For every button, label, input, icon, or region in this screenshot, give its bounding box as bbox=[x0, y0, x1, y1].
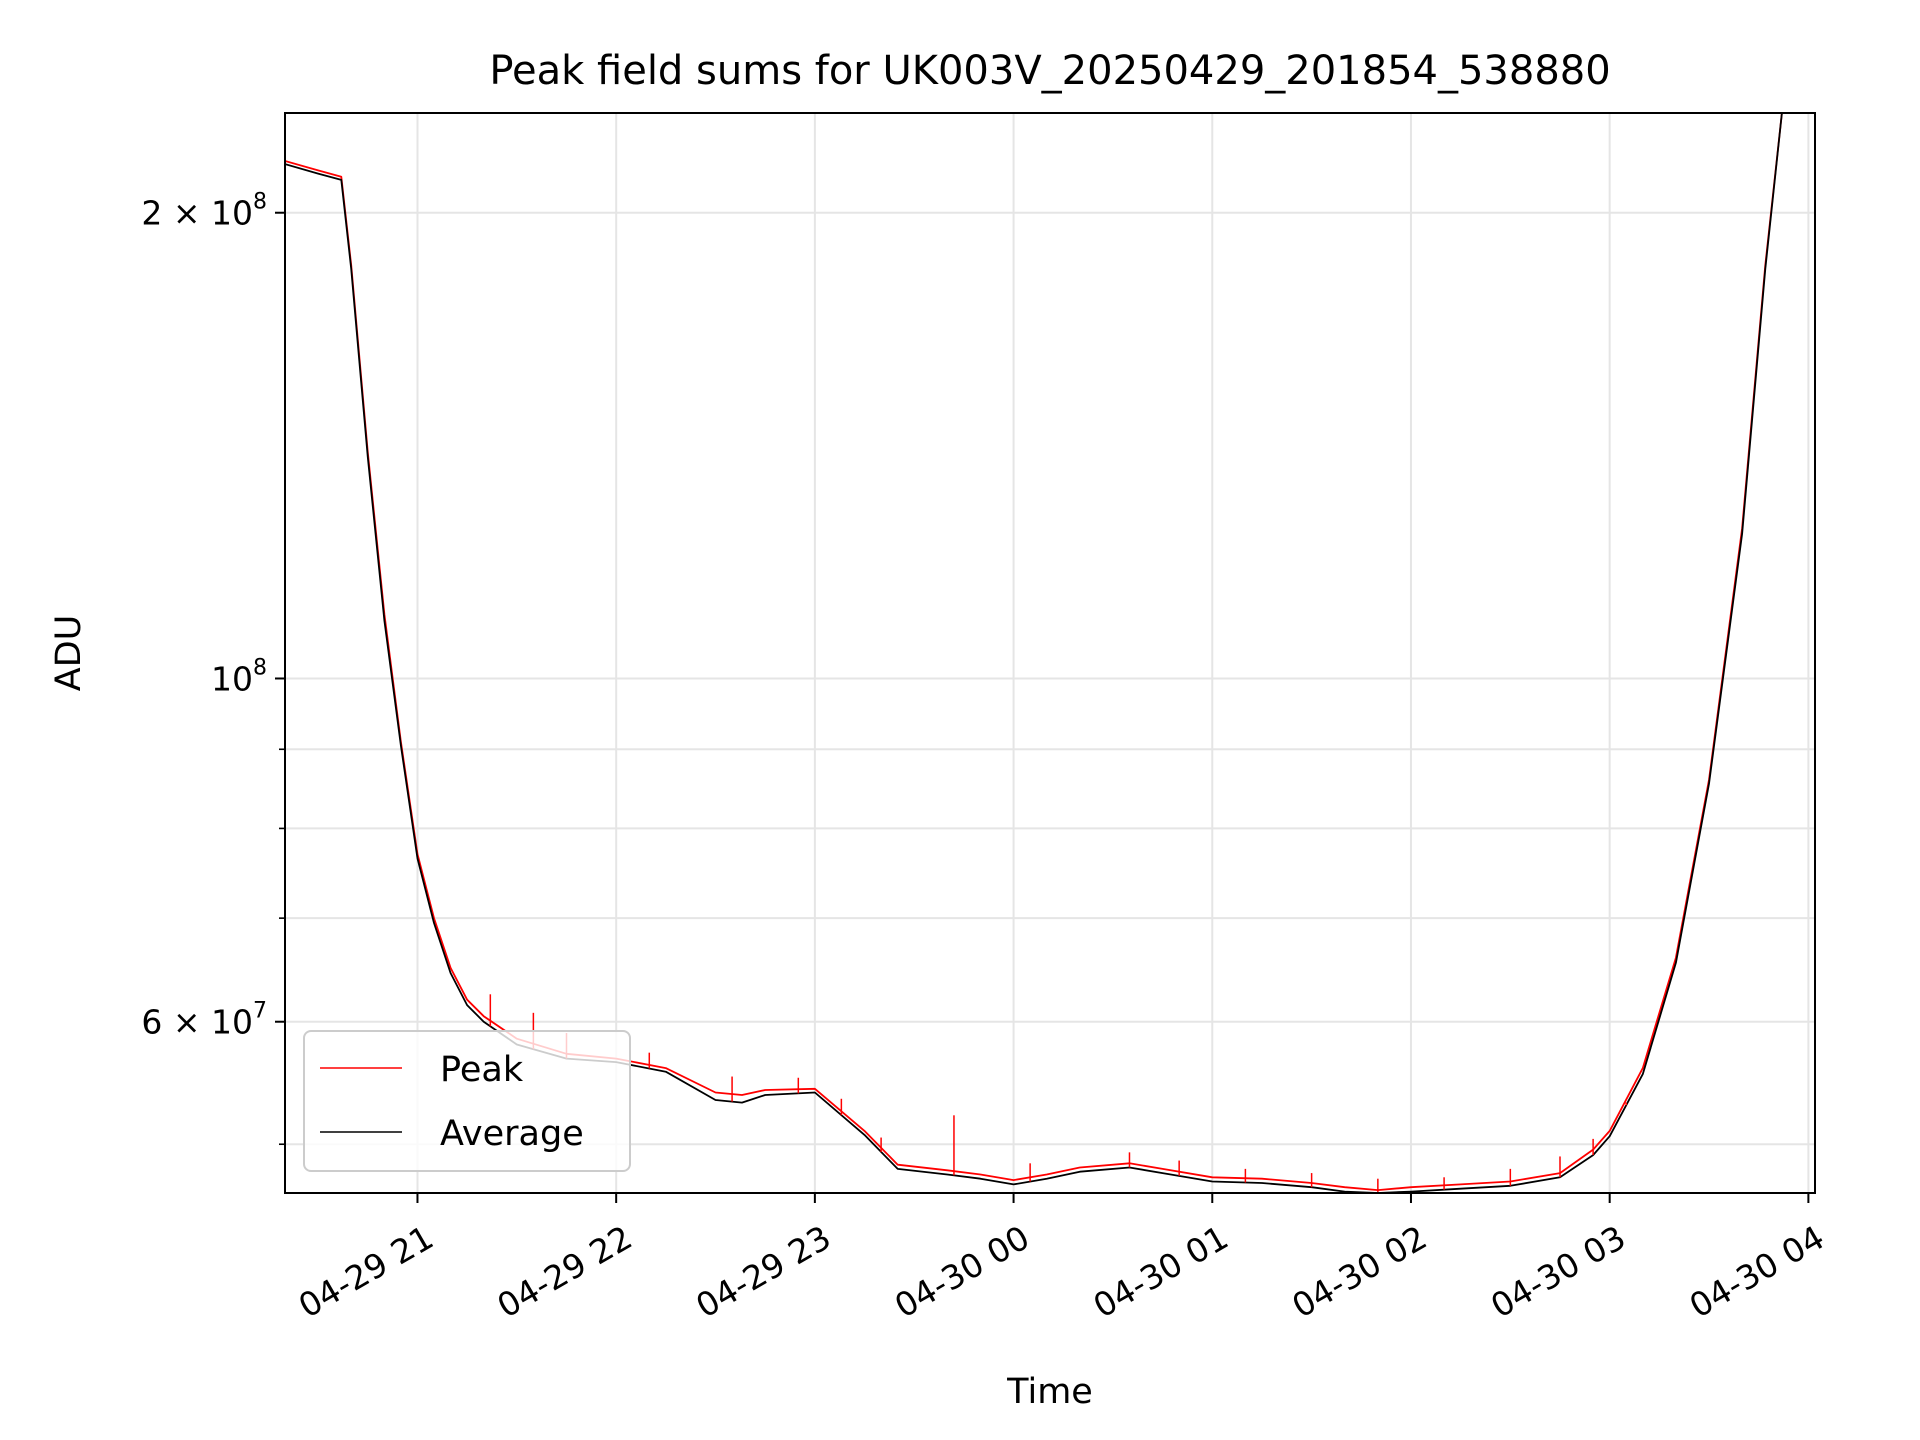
y-tick-label-exp: 7 bbox=[253, 999, 267, 1024]
legend-label-peak: Peak bbox=[440, 1050, 524, 1090]
y-tick-label-exp: 8 bbox=[253, 190, 267, 215]
y-tick-label: 108 bbox=[211, 655, 267, 698]
legend-label-average: Average bbox=[440, 1114, 584, 1154]
y-tick-label-base: 10 bbox=[211, 659, 253, 698]
y-tick-label-base: 2 × 10 bbox=[141, 194, 253, 233]
y-tick-label: 6 × 107 bbox=[141, 999, 267, 1042]
legend-box bbox=[303, 1030, 631, 1172]
series-layer bbox=[285, 113, 1783, 1193]
y-tick-label-exp: 8 bbox=[253, 655, 267, 680]
chart-title: Peak field sums for UK003V_20250429_2018… bbox=[489, 48, 1610, 94]
x-axis-label: Time bbox=[1006, 1372, 1093, 1412]
plot-frame bbox=[284, 112, 1816, 1194]
y-tick-label-base: 6 × 10 bbox=[141, 1003, 253, 1042]
y-axis-label: ADU bbox=[49, 615, 89, 692]
series-line-average bbox=[285, 113, 1783, 1193]
y-tick-label: 2 × 108 bbox=[141, 190, 267, 233]
series-line-peak bbox=[285, 113, 1783, 1191]
legend: Peak Average bbox=[303, 1030, 631, 1172]
